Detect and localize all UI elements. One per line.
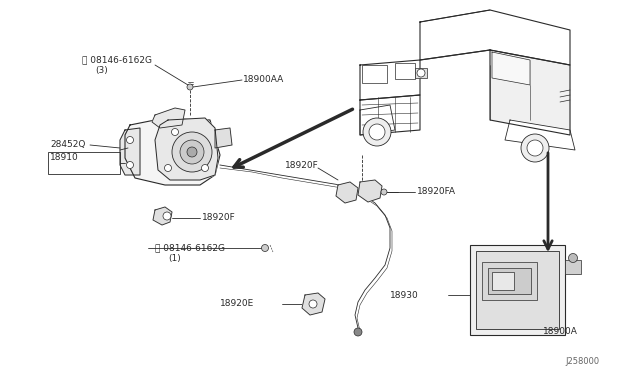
Text: 18900A: 18900A xyxy=(543,327,577,337)
Polygon shape xyxy=(215,128,232,148)
Circle shape xyxy=(369,124,385,140)
Circle shape xyxy=(527,140,543,156)
Polygon shape xyxy=(153,207,172,225)
Circle shape xyxy=(262,244,269,251)
Text: 18930: 18930 xyxy=(390,291,419,299)
Circle shape xyxy=(363,118,391,146)
Circle shape xyxy=(163,212,171,220)
Circle shape xyxy=(180,140,204,164)
Polygon shape xyxy=(490,50,570,135)
Circle shape xyxy=(187,147,197,157)
Circle shape xyxy=(354,328,362,336)
Polygon shape xyxy=(152,108,185,128)
Bar xyxy=(470,245,565,335)
Text: Ⓢ 08146-6162G: Ⓢ 08146-6162G xyxy=(82,55,152,64)
Bar xyxy=(48,152,120,174)
Bar xyxy=(415,68,427,78)
Polygon shape xyxy=(358,180,382,202)
Text: 18920E: 18920E xyxy=(220,299,254,308)
Circle shape xyxy=(521,134,549,162)
Text: 18920F: 18920F xyxy=(202,214,236,222)
Polygon shape xyxy=(360,95,420,135)
Circle shape xyxy=(187,84,193,90)
Text: 18920FA: 18920FA xyxy=(417,187,456,196)
Circle shape xyxy=(309,300,317,308)
Text: J258000: J258000 xyxy=(565,357,599,366)
Polygon shape xyxy=(360,60,420,100)
Polygon shape xyxy=(125,118,220,185)
Polygon shape xyxy=(420,10,570,65)
Circle shape xyxy=(417,69,425,77)
Bar xyxy=(492,272,514,290)
Circle shape xyxy=(127,137,134,144)
Circle shape xyxy=(202,164,209,171)
Bar xyxy=(362,65,387,83)
Text: Ⓢ 08146-6162G: Ⓢ 08146-6162G xyxy=(155,244,225,253)
Circle shape xyxy=(381,189,387,195)
Bar xyxy=(482,262,537,300)
Circle shape xyxy=(127,161,134,169)
Circle shape xyxy=(172,128,179,135)
Polygon shape xyxy=(155,118,218,180)
Polygon shape xyxy=(120,128,140,175)
Circle shape xyxy=(568,253,577,263)
Text: (3): (3) xyxy=(95,65,108,74)
Polygon shape xyxy=(505,120,575,150)
Text: 18900AA: 18900AA xyxy=(243,76,284,84)
Circle shape xyxy=(164,164,172,171)
Bar xyxy=(395,63,415,79)
Polygon shape xyxy=(492,52,530,85)
Text: (1): (1) xyxy=(168,253,180,263)
Bar xyxy=(565,260,581,274)
Bar xyxy=(476,251,559,329)
Text: 18910: 18910 xyxy=(50,154,79,163)
Bar xyxy=(488,268,531,294)
Text: 28452Q: 28452Q xyxy=(50,141,85,150)
Polygon shape xyxy=(302,293,325,315)
Circle shape xyxy=(172,132,212,172)
Text: 18920F: 18920F xyxy=(285,160,319,170)
Polygon shape xyxy=(336,182,358,203)
Polygon shape xyxy=(360,105,395,135)
